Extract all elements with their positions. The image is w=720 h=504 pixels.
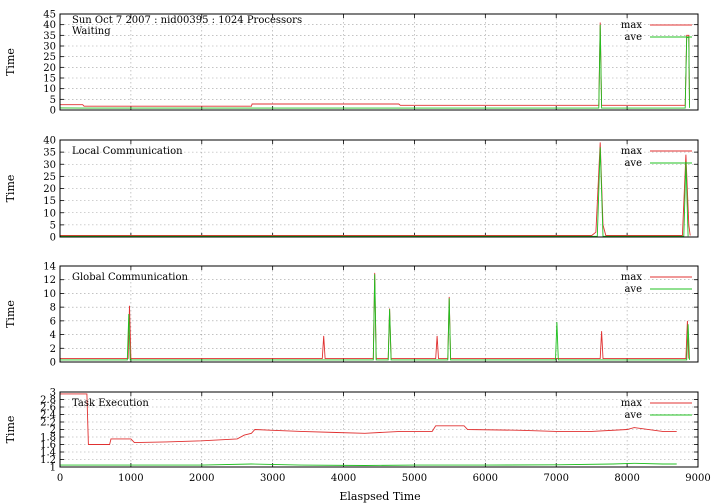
y-tick-label: 14 bbox=[43, 262, 56, 273]
y-tick-label: 2.2 bbox=[40, 418, 56, 429]
y-tick-label: 0 bbox=[50, 233, 56, 244]
plot-frame bbox=[59, 13, 699, 111]
y-tick-label: 5 bbox=[50, 95, 56, 106]
y-axis-label: Time bbox=[4, 300, 17, 328]
y-tick-label: 1.8 bbox=[40, 433, 56, 444]
y-tick-label: 15 bbox=[43, 74, 56, 85]
x-tick-label: 2000 bbox=[189, 473, 214, 484]
chart-title: Local Communication bbox=[72, 146, 183, 157]
y-tick-label: 25 bbox=[43, 52, 56, 63]
series-line-max bbox=[60, 142, 691, 236]
series-line-ave bbox=[59, 24, 690, 109]
legend-label-ave: ave bbox=[624, 410, 642, 421]
plot-frame bbox=[59, 265, 699, 363]
x-tick-label: 6000 bbox=[473, 473, 498, 484]
y-tick-label: 15 bbox=[43, 196, 56, 207]
y-tick-label: 4 bbox=[50, 330, 56, 341]
x-tick-label: 8000 bbox=[614, 473, 639, 484]
y-tick-label: 2.6 bbox=[40, 403, 56, 414]
y-tick-label: 10 bbox=[43, 208, 56, 219]
y-tick-label: 12 bbox=[43, 275, 56, 286]
series-line-max bbox=[60, 393, 677, 445]
y-tick-label: 45 bbox=[43, 10, 56, 21]
y-tick-label: 35 bbox=[43, 31, 56, 42]
y-tick-label: 10 bbox=[43, 289, 56, 300]
x-tick-label: 7000 bbox=[543, 473, 568, 484]
y-tick-label: 5 bbox=[50, 220, 56, 231]
x-tick-label: 0 bbox=[57, 473, 63, 484]
plot-frame bbox=[59, 391, 699, 468]
y-tick-label: 0 bbox=[50, 358, 56, 369]
chart-header: Sun Oct 7 2007 : nid00395 : 1024 Process… bbox=[72, 15, 302, 26]
legend-label-ave: ave bbox=[624, 284, 642, 295]
y-tick-label: 2 bbox=[50, 425, 56, 436]
y-tick-label: 8 bbox=[50, 303, 56, 314]
y-tick-label: 30 bbox=[43, 42, 56, 53]
series-line-ave bbox=[60, 147, 689, 237]
y-tick-label: 3 bbox=[50, 388, 56, 399]
legend-label-max: max bbox=[621, 146, 642, 157]
legend-label-max: max bbox=[621, 272, 642, 283]
series-line-ave bbox=[60, 274, 690, 361]
y-tick-label: 2 bbox=[50, 344, 56, 355]
y-tick-label: 35 bbox=[43, 148, 56, 159]
y-tick-label: 25 bbox=[43, 172, 56, 183]
legend-label-ave: ave bbox=[624, 32, 642, 43]
chart-title: Task Execution bbox=[72, 398, 149, 409]
legend-label-max: max bbox=[621, 20, 642, 31]
chart-panel-4: 11.21.41.61.822.22.42.62.83 0 1000 2000 3000… bbox=[4, 388, 711, 485]
legend-label-ave: ave bbox=[624, 158, 642, 169]
y-tick-label: 1.4 bbox=[40, 448, 56, 459]
series-line-max bbox=[60, 22, 690, 107]
x-tick-label: 4000 bbox=[331, 473, 356, 484]
y-axis-label: Time bbox=[4, 416, 17, 444]
series-line-ave bbox=[60, 462, 677, 466]
x-tick-label: 9000 bbox=[685, 473, 710, 484]
x-axis-label: Elaspsed Time bbox=[339, 490, 420, 503]
plot-frame bbox=[59, 139, 699, 238]
y-tick-label: 40 bbox=[43, 136, 56, 147]
y-tick-label: 20 bbox=[43, 184, 56, 195]
y-axis-label: Time bbox=[4, 48, 17, 76]
legend-label-max: max bbox=[621, 398, 642, 409]
y-tick-label: 2.4 bbox=[40, 410, 56, 421]
y-tick-label: 0 bbox=[50, 106, 56, 117]
chart-title: Waiting bbox=[72, 26, 111, 37]
chart-title: Global Communication bbox=[72, 272, 188, 283]
y-tick-label: 30 bbox=[43, 160, 56, 171]
y-tick-label: 1.2 bbox=[40, 455, 56, 466]
x-tick-label: 1000 bbox=[118, 473, 143, 484]
y-tick-label: 1 bbox=[50, 463, 56, 474]
y-tick-label: 20 bbox=[43, 63, 56, 74]
y-tick-label: 10 bbox=[43, 84, 56, 95]
x-tick-label: 5000 bbox=[402, 473, 427, 484]
y-tick-label: 6 bbox=[50, 316, 56, 327]
y-axis-label: Time bbox=[4, 175, 17, 203]
y-tick-label: 1.6 bbox=[40, 440, 56, 451]
chart-panel-3: 0 2 4 6 8 10 12 14 Time Global Communication maxav… bbox=[4, 262, 699, 369]
y-tick-label: 2.8 bbox=[40, 395, 56, 406]
x-tick-label: 3000 bbox=[260, 473, 285, 484]
y-tick-label: 40 bbox=[43, 20, 56, 31]
